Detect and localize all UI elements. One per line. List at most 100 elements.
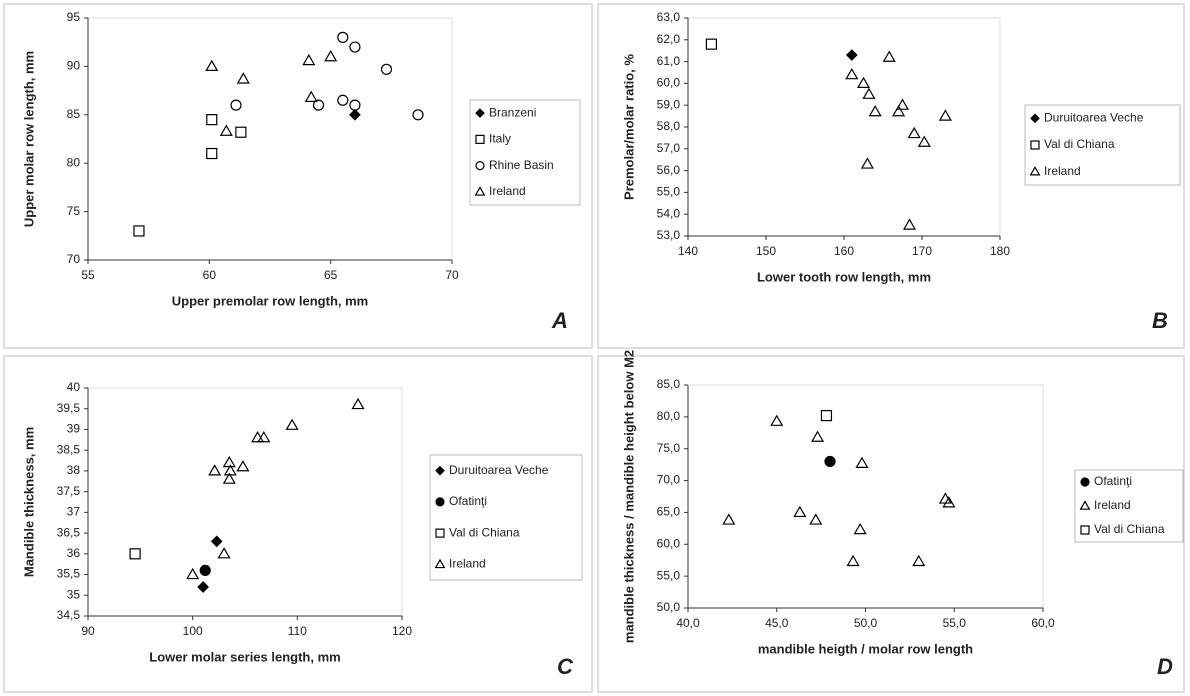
point xyxy=(223,464,237,476)
point xyxy=(722,513,736,525)
y-tick-label: 35,5 xyxy=(57,567,81,581)
y-tick-label: 57,0 xyxy=(657,141,681,155)
point xyxy=(846,554,860,567)
y-tick-label: 85 xyxy=(67,107,81,121)
y-tick-label: 75,0 xyxy=(657,441,681,455)
panel-letter: C xyxy=(557,654,574,679)
panel-letter: B xyxy=(1152,308,1168,333)
point xyxy=(820,409,833,422)
point xyxy=(855,456,869,468)
point xyxy=(285,418,299,430)
point xyxy=(206,114,218,126)
point xyxy=(236,460,250,472)
y-tick-label: 36 xyxy=(67,546,81,560)
y-axis-title: Premolar/molar ratio, % xyxy=(621,54,636,200)
legend-marker xyxy=(435,528,445,538)
point xyxy=(845,67,859,80)
legend-label: Ofatinţi xyxy=(449,494,487,508)
x-tick-label: 170 xyxy=(912,244,932,258)
legend-box xyxy=(429,454,583,581)
y-tick-label: 34,5 xyxy=(57,608,81,622)
x-tick-label: 55 xyxy=(81,268,95,282)
legend-label: Ireland xyxy=(449,557,486,571)
y-tick-label: 60,0 xyxy=(657,536,681,550)
point xyxy=(907,126,921,139)
legend-marker xyxy=(1030,113,1040,124)
legend-label: Duruitoarea Veche xyxy=(449,463,549,477)
legend-label: Italy xyxy=(489,132,511,146)
x-tick-label: 40,0 xyxy=(676,616,700,630)
legend-marker xyxy=(1079,500,1091,510)
x-tick-label: 140 xyxy=(678,244,698,258)
point xyxy=(304,90,318,102)
legend-box xyxy=(1074,469,1184,543)
point xyxy=(205,59,219,72)
point xyxy=(868,105,882,117)
point xyxy=(824,455,836,468)
y-tick-label: 38 xyxy=(67,463,81,477)
point xyxy=(809,513,823,525)
point xyxy=(351,397,365,410)
legend-label: Duruitoarea Veche xyxy=(1044,111,1144,125)
point xyxy=(853,522,867,535)
y-tick-label: 39,5 xyxy=(57,401,81,415)
legend-marker xyxy=(434,558,446,569)
point xyxy=(222,472,236,484)
x-tick-label: 100 xyxy=(183,624,203,638)
legend-marker xyxy=(1030,140,1040,150)
point xyxy=(208,464,222,476)
y-tick-label: 62,0 xyxy=(657,32,681,46)
point xyxy=(197,581,209,593)
x-tick-label: 60,0 xyxy=(1031,616,1055,630)
point xyxy=(882,50,896,62)
y-tick-label: 65,0 xyxy=(657,505,681,519)
panel-letter: D xyxy=(1157,654,1173,679)
legend-marker xyxy=(474,186,486,196)
point xyxy=(324,50,338,62)
point xyxy=(860,157,874,169)
legend-marker xyxy=(1029,166,1041,176)
legend-label: Val di Chiana xyxy=(1044,137,1115,151)
legend-box xyxy=(1024,104,1181,186)
legend-marker xyxy=(435,465,445,476)
point xyxy=(337,31,349,43)
legend-marker xyxy=(475,161,485,171)
point xyxy=(337,94,349,106)
y-tick-label: 37,5 xyxy=(57,484,81,498)
x-tick-label: 60 xyxy=(203,268,217,282)
legend-marker xyxy=(475,134,485,144)
point xyxy=(380,63,393,75)
y-axis-title: Mandible thickness, mm xyxy=(21,427,36,577)
panel-letter: A xyxy=(551,308,568,333)
x-axis-title: Lower tooth row length, mm xyxy=(757,269,931,284)
y-tick-label: 35 xyxy=(67,587,81,601)
point xyxy=(349,108,361,121)
x-axis-title: Lower molar series length, mm xyxy=(149,649,340,664)
point xyxy=(230,99,242,111)
plot-area xyxy=(87,387,403,617)
legend-label: Val di Chiana xyxy=(1094,522,1165,536)
plot-area xyxy=(687,384,1044,609)
y-tick-label: 56,0 xyxy=(657,163,681,177)
y-tick-label: 63,0 xyxy=(657,10,681,24)
y-tick-label: 58,0 xyxy=(657,119,681,133)
y-axis-title: mandible thickness / mandible height bel… xyxy=(621,350,636,643)
y-tick-label: 55,0 xyxy=(657,568,681,582)
y-tick-label: 54,0 xyxy=(657,206,681,220)
point xyxy=(412,109,424,121)
point xyxy=(845,49,858,61)
x-tick-label: 70 xyxy=(445,268,459,282)
y-tick-label: 50,0 xyxy=(657,600,681,614)
x-tick-label: 55,0 xyxy=(943,616,967,630)
point xyxy=(210,535,223,548)
legend-label: Ofatinţi xyxy=(1094,474,1132,488)
y-tick-label: 40 xyxy=(67,380,81,394)
legend-box xyxy=(469,99,581,206)
point xyxy=(219,124,233,136)
legend-label: Rhine Basin xyxy=(489,158,554,172)
point xyxy=(349,99,361,111)
y-tick-label: 55,0 xyxy=(657,185,681,199)
y-tick-label: 37 xyxy=(67,505,81,519)
